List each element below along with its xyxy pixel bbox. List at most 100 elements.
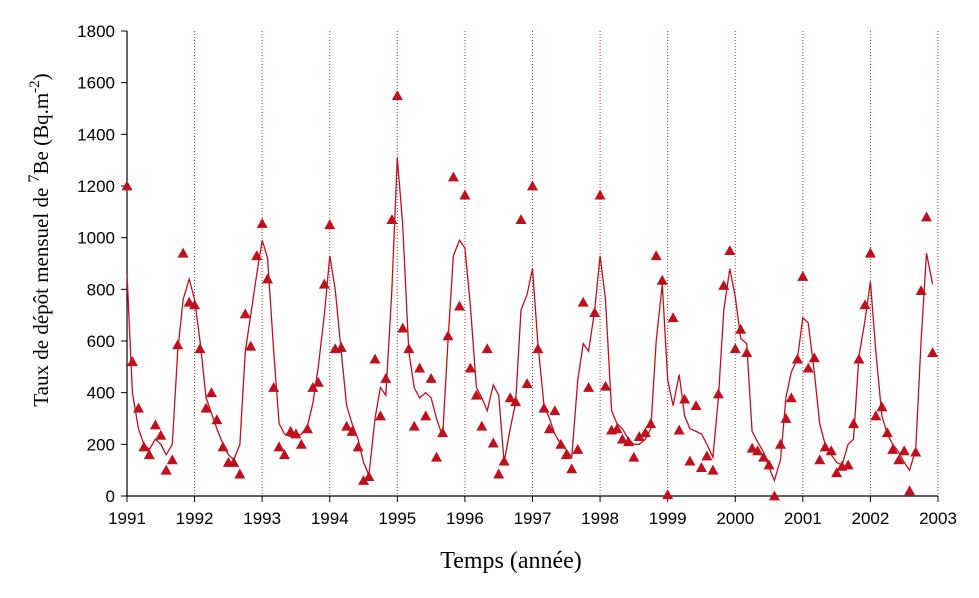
data-point-marker <box>493 468 505 479</box>
data-point-marker <box>397 322 409 333</box>
axes <box>121 30 939 502</box>
data-point-marker <box>673 424 685 435</box>
data-point-marker <box>194 343 206 354</box>
data-point-marker <box>234 468 246 479</box>
data-point-marker <box>273 441 285 452</box>
y-axis-label-close: ) <box>29 73 53 80</box>
data-point-marker <box>842 459 854 470</box>
data-point-marker <box>515 214 527 224</box>
data-point-marker <box>763 459 775 470</box>
data-point-marker <box>724 245 736 255</box>
data-point-marker <box>166 454 178 465</box>
data-point-marker <box>172 339 184 350</box>
data-point-marker <box>881 427 893 438</box>
data-point-marker <box>921 211 933 222</box>
data-point-marker <box>870 410 882 421</box>
data-point-marker <box>256 217 268 228</box>
data-point-marker <box>729 343 741 354</box>
data-point-marker <box>143 449 155 460</box>
y-axis-label-prefix: Taux de dépôt mensuel de <box>29 182 53 406</box>
data-point-marker <box>791 353 803 364</box>
series-line <box>126 157 934 483</box>
data-point-marker <box>487 437 499 448</box>
data-point-marker <box>785 392 797 403</box>
data-point-marker <box>447 171 459 182</box>
data-point-marker <box>346 425 358 436</box>
y-axis-label-main: Be (Bq.m <box>29 93 53 175</box>
x-tick-label: 2000 <box>716 509 754 528</box>
data-point-marker <box>369 353 381 364</box>
data-point-marker <box>189 299 201 310</box>
x-axis-tick-labels: 1991 1992 1993 1994 1995 1996 1997 1998 1999 2000… <box>108 509 957 528</box>
data-point-marker <box>538 402 550 413</box>
data-point-marker <box>797 270 809 281</box>
data-point-marker <box>543 423 555 434</box>
data-point-marker <box>639 427 651 438</box>
data-point-marker <box>707 464 719 475</box>
data-point-marker <box>324 219 336 230</box>
data-point-marker <box>278 449 290 460</box>
data-point-marker <box>910 446 922 457</box>
data-point-marker <box>138 441 150 452</box>
data-point-marker <box>425 372 437 383</box>
y-tick-label: 400 <box>87 384 115 403</box>
data-point-marker <box>701 450 713 461</box>
data-point-marker <box>684 455 696 466</box>
data-point-marker <box>454 300 466 311</box>
y-axis-tick-labels: 0 200 400 600 800 1000 1200 1400 1600 1800 <box>77 22 115 506</box>
data-point-marker <box>768 490 780 501</box>
x-tick-label: 1997 <box>514 509 552 528</box>
data-point-marker <box>718 279 730 290</box>
x-axis-label: Temps (année) <box>440 548 582 574</box>
data-point-marker <box>239 308 251 319</box>
data-point-marker <box>318 278 330 289</box>
data-point-marker <box>245 340 257 351</box>
data-point-marker <box>155 429 167 440</box>
data-point-marker <box>504 392 516 403</box>
data-point-marker <box>628 451 640 462</box>
data-point-marker <box>160 464 172 475</box>
data-point-marker <box>819 441 831 452</box>
data-point-marker <box>420 410 432 421</box>
data-point-marker <box>780 413 792 423</box>
data-point-marker <box>859 299 871 310</box>
y-axis-label-exp: -2 <box>27 80 43 93</box>
data-point-marker <box>498 455 510 466</box>
data-point-marker <box>251 250 263 261</box>
data-point-marker <box>848 418 860 429</box>
data-point-marker <box>560 449 572 460</box>
data-point-marker <box>532 343 544 354</box>
data-point-marker <box>650 250 662 261</box>
data-point-marker <box>853 353 865 364</box>
data-point-marker <box>481 343 493 354</box>
data-point-marker <box>121 180 133 191</box>
data-point-marker <box>549 405 561 416</box>
data-point-marker <box>290 428 302 439</box>
data-point-marker <box>583 382 595 392</box>
data-point-marker <box>414 362 426 373</box>
data-point-marker <box>633 431 645 441</box>
x-tick-label: 1991 <box>108 509 146 528</box>
data-point-marker <box>442 330 454 341</box>
data-point-marker <box>566 463 578 474</box>
data-point-marker <box>437 427 449 438</box>
data-point-marker <box>510 396 522 407</box>
data-point-marker <box>599 380 611 391</box>
data-point-marker <box>616 433 628 444</box>
data-point-marker <box>577 296 589 307</box>
data-point-marker <box>831 467 843 478</box>
y-tick-label: 1200 <box>77 177 115 196</box>
data-point-marker <box>735 323 747 334</box>
y-tick-label: 1000 <box>77 229 115 248</box>
series-markers <box>121 90 939 501</box>
data-point-marker <box>904 485 916 496</box>
data-point-marker <box>431 451 443 462</box>
y-tick-label: 200 <box>87 435 115 454</box>
y-tick-label: 1600 <box>77 74 115 93</box>
data-point-marker <box>893 454 905 465</box>
x-tick-label: 1992 <box>176 509 214 528</box>
data-point-marker <box>126 356 138 367</box>
data-point-marker <box>459 189 471 200</box>
data-point-marker <box>572 444 584 454</box>
